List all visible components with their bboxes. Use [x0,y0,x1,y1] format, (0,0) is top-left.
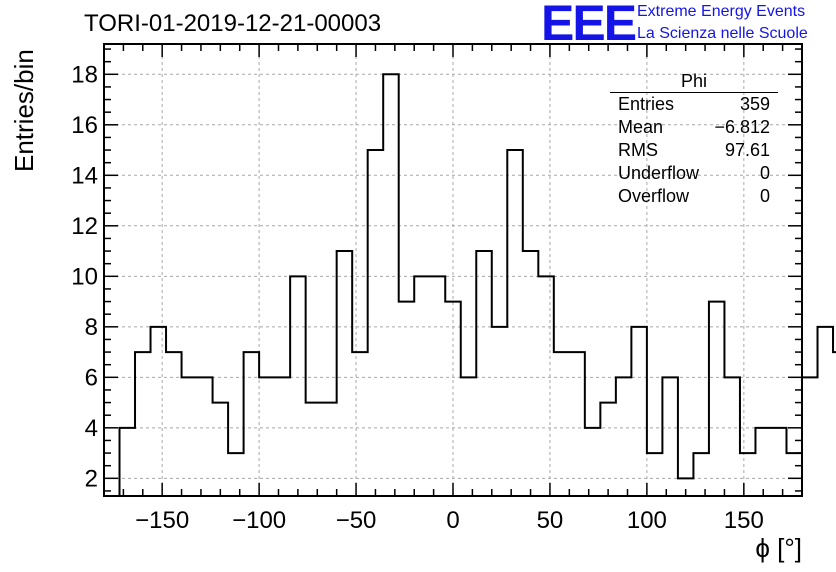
histogram-bin [197,377,213,496]
histogram-bin [662,377,678,496]
histogram-bin [321,403,337,496]
histogram-bin [383,74,399,496]
stats-box: Phi Entries 359 Mean −6.812 RMS 97.61 Un… [610,70,778,208]
histogram-bin [244,352,260,496]
x-tick-label: 100 [627,507,667,534]
y-tick-label: 2 [85,465,98,492]
histogram-bin [523,251,539,496]
x-tick-label: −150 [135,507,189,534]
histogram-bin [569,352,585,496]
grid-lines [104,44,802,496]
x-axis-label: ϕ [°] [755,533,802,563]
histogram-bin [414,276,430,496]
y-tick-label: 10 [71,263,98,290]
histogram-bin [600,403,616,496]
stats-value: 0 [759,186,770,206]
histogram-bin [693,453,709,496]
chart-title: TORI-01-2019-12-21-00003 [84,10,382,37]
stats-label: Mean [618,117,664,137]
histogram-bin [290,276,306,496]
histogram-bin [430,276,446,496]
stats-row-rms: RMS 97.61 [610,139,778,162]
x-tick-label: −100 [232,507,286,534]
histogram-bin [554,352,570,496]
y-tick-label: 12 [71,213,98,240]
histogram-bin [368,150,384,496]
histogram-bin [476,251,492,496]
x-tick-label: −50 [336,507,377,534]
histogram-bin [135,352,151,496]
stats-label: RMS [618,140,658,160]
stats-value: 97.61 [724,140,770,160]
histogram-bin [786,453,802,496]
stats-value: −6.812 [714,117,770,137]
brand-line-1: Extreme Energy Events [637,3,806,20]
histogram-bin [461,377,477,496]
histogram-outline [118,73,836,496]
histogram-bin [445,302,461,496]
x-axis: −150 −100 −50 0 50 100 150 [122,44,784,534]
brand-line-2: La Scienza nelle Scuole [637,25,808,42]
histogram-bin [259,377,275,496]
stats-value: 359 [739,94,770,114]
y-tick-label: 6 [85,364,98,391]
histogram-bin [306,403,322,496]
histogram-bin [182,377,198,496]
histogram-bin [507,150,523,496]
histogram-bin [228,453,244,496]
histogram-bin [616,377,632,496]
stats-title: Phi [610,70,778,93]
histogram-bin [755,428,771,496]
histogram-bin [337,251,353,496]
histogram-bin [275,377,291,496]
histogram-bin [352,352,368,496]
stats-row-underflow: Underflow 0 [610,162,778,185]
histogram-bin [631,327,647,496]
stats-row-entries: Entries 359 [610,93,778,116]
histogram-bin [120,428,136,496]
histogram-bin [740,453,756,496]
stats-row-mean: Mean −6.812 [610,116,778,139]
x-tick-label: 150 [724,507,764,534]
histogram-bin [166,352,182,496]
y-tick-label: 14 [71,162,98,189]
histogram-bin [709,302,725,496]
y-tick-label: 8 [85,314,98,341]
histogram-bin [151,327,167,496]
histogram-bin [647,453,663,496]
y-tick-label: 18 [71,61,98,88]
histogram-bin [399,302,415,496]
histogram-bin [724,377,740,496]
histogram-bin [213,403,229,496]
histogram-bin [585,428,601,496]
histogram-bin [802,377,818,496]
y-tick-label: 4 [85,415,98,442]
x-tick-label: 50 [537,507,564,534]
y-axis: 2 4 6 8 10 12 14 16 18 [71,48,802,492]
stats-label: Overflow [618,186,690,206]
y-axis-label: Entries/bin [9,49,39,172]
stats-label: Entries [618,94,675,114]
stats-value: 0 [759,163,770,183]
histogram-bin [771,428,787,496]
eee-logo: EEE [541,0,637,51]
stats-label: Underflow [618,163,700,183]
histogram-bin [492,327,508,496]
x-tick-label: 0 [446,507,459,534]
stats-row-overflow: Overflow 0 [610,185,778,208]
histogram-bin [538,276,554,496]
y-tick-label: 16 [71,112,98,139]
histogram-bin [818,327,834,496]
